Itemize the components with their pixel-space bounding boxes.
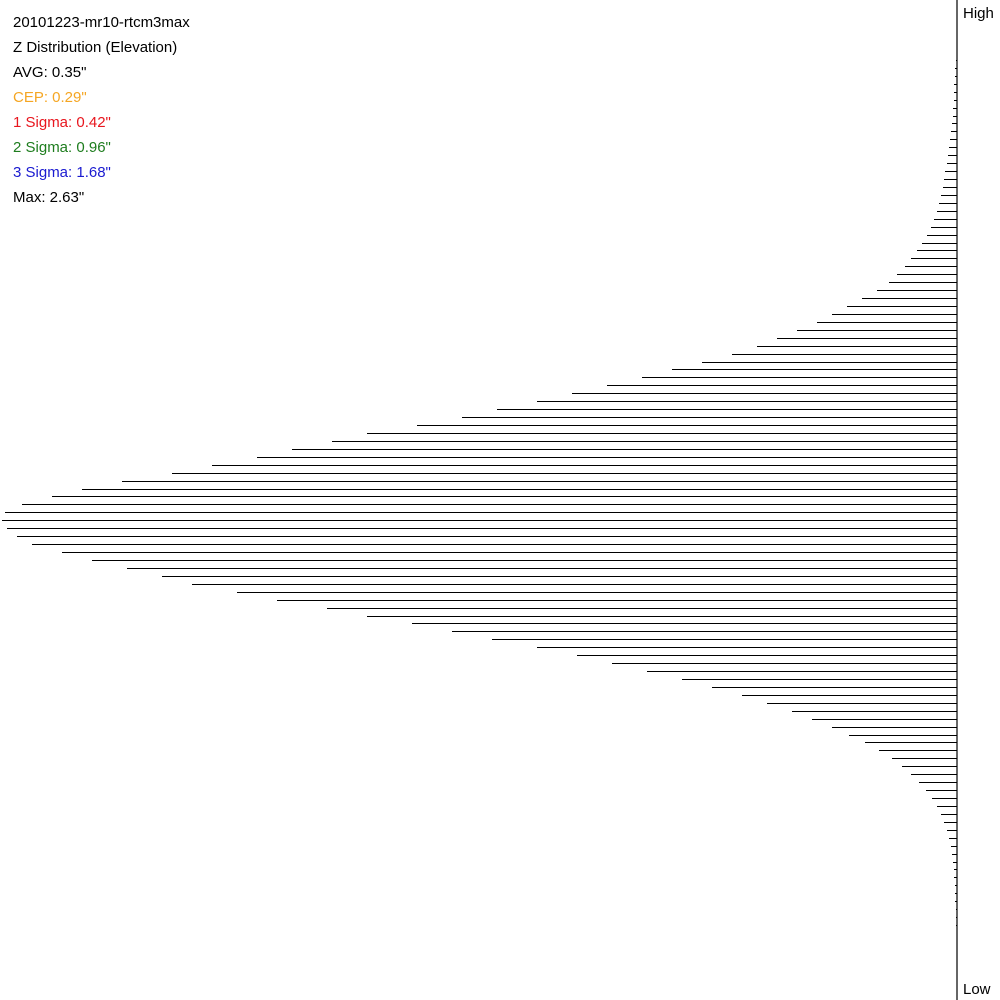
stats-panel: 20101223-mr10-rtcm3max Z Distribution (E… (13, 10, 190, 210)
cep-value: CEP: 0.29" (13, 89, 87, 106)
histogram-bars (2, 60, 957, 926)
avg-value: AVG: 0.35" (13, 64, 87, 81)
axis-high-label: High (963, 5, 994, 22)
sigma2-value: 2 Sigma: 0.96" (13, 139, 111, 156)
run-name: 20101223-mr10-rtcm3max (13, 14, 190, 31)
axis-low-label: Low (963, 981, 991, 998)
sigma1-value: 1 Sigma: 0.42" (13, 114, 111, 131)
sigma3-value: 3 Sigma: 1.68" (13, 164, 111, 181)
chart-subtitle: Z Distribution (Elevation) (13, 39, 178, 56)
max-value: Max: 2.63" (13, 189, 85, 206)
